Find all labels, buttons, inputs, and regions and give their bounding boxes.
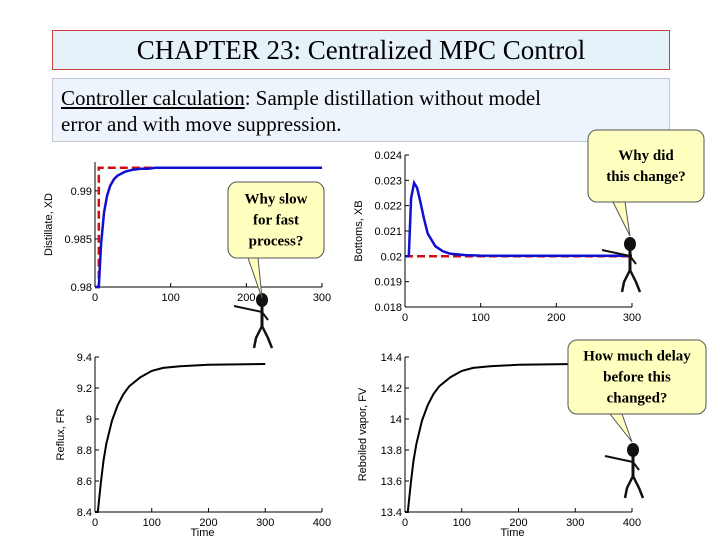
y-tick-label: 14.2: [381, 383, 402, 395]
callout-bubble: [587, 129, 705, 203]
callout-text: process?: [249, 234, 304, 250]
leg-right: [631, 475, 645, 499]
callout-bubble: [227, 181, 325, 259]
callout-text: this change?: [606, 169, 686, 185]
callout-text: How much delay: [583, 349, 691, 365]
head: [627, 443, 639, 457]
x-tick-label: 100: [143, 517, 161, 529]
x-tick-label: 0: [92, 292, 98, 304]
subtitle-rest: : Sample distillation without model: [244, 86, 542, 110]
y-tick-label: 8.6: [77, 476, 92, 488]
x-tick-label: 0: [402, 517, 408, 529]
response-line: [95, 363, 266, 513]
callout-text: before this: [603, 370, 671, 386]
leg-right: [260, 325, 274, 349]
x-tick-label: 200: [237, 292, 255, 304]
x-tick-label: 300: [566, 517, 584, 529]
callout-1: Why slow for fast process?: [227, 181, 325, 299]
y-axis-label: Reboiled vapor, FV: [357, 387, 369, 481]
subtitle-link[interactable]: Controller calculation: [61, 86, 245, 110]
x-tick-label: 200: [199, 517, 217, 529]
y-tick-label: 0.022: [374, 201, 402, 213]
y-tick-label: 0.985: [64, 234, 92, 246]
x-tick-label: 100: [453, 517, 471, 529]
leg-right: [628, 269, 642, 293]
stick-figure-2: [601, 237, 642, 293]
x-tick-label: 200: [509, 517, 527, 529]
y-tick-label: 9.2: [77, 383, 92, 395]
response-line: [405, 179, 632, 258]
y-tick-label: 0.99: [71, 186, 92, 198]
y-tick-label: 0.019: [374, 277, 402, 289]
callout-text: for fast: [253, 213, 299, 229]
arm-pointing: [604, 455, 634, 463]
y-tick-label: 0.024: [374, 150, 402, 162]
subtitle-line-2: error and with move suppression.: [61, 112, 342, 136]
x-tick-label: 400: [313, 517, 331, 529]
callout-3: How much delay before this changed?: [567, 339, 707, 443]
head: [624, 237, 636, 251]
plot-area: [95, 357, 322, 512]
response-line: [95, 166, 322, 289]
y-tick-label: 13.8: [381, 445, 402, 457]
y-tick-label: 14: [390, 414, 402, 426]
x-axis-label: Time: [190, 527, 214, 539]
arm-pointing: [601, 249, 631, 257]
x-axis-label: Time: [500, 527, 524, 539]
y-tick-label: 9: [86, 414, 92, 426]
y-tick-label: 0.018: [374, 302, 402, 314]
x-tick-label: 0: [402, 312, 408, 324]
subtitle-box: Controller calculation: Sample distillat…: [52, 78, 670, 142]
y-axis-label: Reflux, FR: [55, 408, 67, 460]
callout-2: Why did this change?: [587, 129, 705, 237]
x-tick-label: 200: [547, 312, 565, 324]
x-tick-label: 300: [623, 312, 641, 324]
y-tick-label: 8.4: [77, 507, 92, 519]
leg-left: [252, 325, 264, 349]
y-axis-label: Distillate, XD: [43, 193, 55, 256]
x-tick-label: 0: [92, 517, 98, 529]
arm-pointing: [233, 305, 263, 313]
chart-panel-4: 13.4 13.6 13.8 14 14.2 14.4 0 100 200 300 400 Reboi…: [357, 352, 641, 539]
x-tick-label: 400: [623, 517, 641, 529]
arm: [261, 311, 269, 321]
stick-figure-1: [233, 293, 274, 349]
chart-panel-3: 8.4 8.6 8.8 9 9.2 9.4 0 100 200 300 400 Reflux, FR T…: [55, 352, 331, 539]
page-title: CHAPTER 23: Centralized MPC Control: [136, 34, 586, 65]
callout-text: Why did: [618, 148, 674, 164]
leg-left: [623, 475, 635, 499]
chart-panel-2: 0.018 0.019 0.02 0.021 0.022 0.023 0.024 0 100 20…: [353, 150, 641, 324]
x-tick-label: 100: [161, 292, 179, 304]
x-tick-label: 300: [256, 517, 274, 529]
y-tick-label: 13.6: [381, 476, 402, 488]
leg-left: [620, 269, 632, 293]
y-tick-label: 0.023: [374, 175, 402, 187]
title-banner: CHAPTER 23: Centralized MPC Control: [52, 30, 670, 70]
stick-figure-3: [604, 443, 645, 499]
subtitle-line-1: Controller calculation: Sample distillat…: [61, 85, 669, 111]
y-tick-label: 0.021: [374, 226, 402, 238]
x-tick-label: 100: [471, 312, 489, 324]
y-tick-label: 14.4: [381, 352, 402, 364]
y-tick-label: 9.4: [77, 352, 92, 364]
y-tick-label: 8.8: [77, 445, 92, 457]
y-axis-label: Bottoms, XB: [353, 200, 365, 261]
arm: [629, 255, 637, 265]
head: [256, 293, 268, 307]
y-tick-label: 0.02: [381, 251, 402, 263]
callout-text: Why slow: [245, 192, 308, 208]
callout-text: changed?: [607, 391, 668, 407]
response-line: [405, 363, 576, 513]
y-tick-label: 0.98: [71, 282, 92, 294]
arm: [632, 461, 640, 471]
callout-bubble: [567, 339, 707, 415]
x-tick-label: 300: [313, 292, 331, 304]
y-tick-label: 13.4: [381, 507, 402, 519]
